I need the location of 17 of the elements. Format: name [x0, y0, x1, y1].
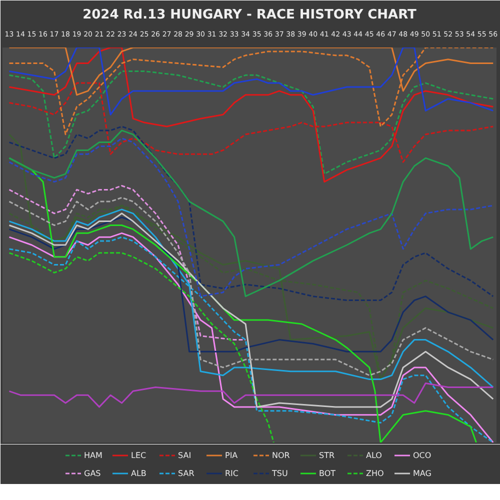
legend-label: HAM — [84, 450, 104, 460]
legend-label: PIA — [225, 450, 239, 460]
legend-label: SAI — [178, 450, 192, 460]
legend-label: ZHO — [366, 468, 385, 478]
legend-label: GAS — [84, 468, 102, 478]
legend-label: NOR — [272, 450, 291, 460]
legend-label: BOT — [319, 468, 337, 478]
legend-label: MAG — [413, 468, 432, 478]
legend-label: OCO — [413, 450, 432, 460]
legend-label: ALB — [131, 468, 148, 478]
chart-title: 2024 Rd.13 HUNGARY - RACE HISTORY CHART — [82, 8, 417, 22]
legend-label: RIC — [225, 468, 240, 478]
legend-label: STR — [319, 450, 336, 460]
legend-label: SAR — [178, 468, 196, 478]
legend-label: LEC — [131, 450, 148, 460]
legend-label: TSU — [272, 468, 289, 478]
legend-label: ALO — [366, 450, 383, 460]
